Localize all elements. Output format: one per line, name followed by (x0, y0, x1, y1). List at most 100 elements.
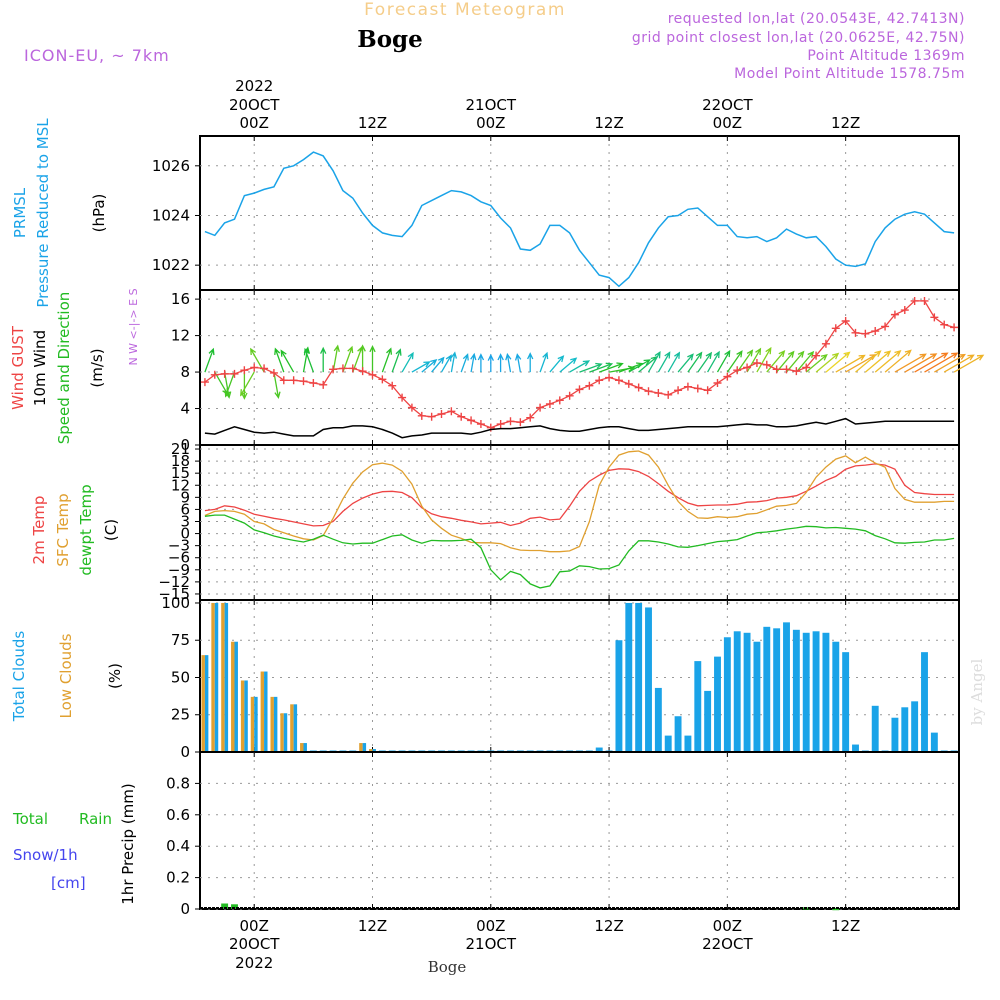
low-cloud-bar (250, 696, 255, 752)
clouds-ytick-label: 75 (171, 631, 190, 649)
time-label-bottom: 20OCT (229, 935, 280, 953)
time-label-bottom: 2022 (235, 954, 273, 972)
total-cloud-bar (773, 628, 781, 752)
gust-marker (407, 403, 416, 412)
total-cloud-bar (783, 622, 790, 752)
gust-markers (200, 296, 959, 432)
wind-arrow (864, 350, 892, 373)
low-cloud-bar (221, 602, 225, 752)
temp-ytick-label: 3 (180, 512, 190, 530)
precip-grid (200, 752, 959, 910)
total-cloud-bar (714, 656, 721, 752)
precip-bars (200, 903, 959, 911)
gust-marker (762, 360, 771, 369)
precip-panel: 0 0.2 0.4 0.6 0.8 Total Rain Snow/1h [cm] 1h… (12, 751, 960, 918)
wind-arrow (598, 362, 624, 373)
rain-bar (832, 908, 840, 911)
time-label-top: 21OCT (466, 96, 517, 114)
wind-ytick-label: 12 (171, 327, 190, 345)
wind-arrow (825, 351, 851, 373)
wind-label-speed-dir: Speed and Direction (55, 292, 73, 445)
temp-ytick-label: −3 (168, 537, 190, 555)
gust-marker (565, 391, 574, 400)
gust-marker (812, 351, 821, 360)
gust-marker (279, 376, 288, 385)
total-cloud-bar (852, 744, 859, 752)
time-label-top: 22OCT (702, 96, 753, 114)
gust-marker (269, 368, 278, 377)
gust-marker (575, 385, 584, 394)
watermark: by Angel (968, 658, 986, 725)
time-label-top: 12Z (358, 114, 387, 132)
wind-arrow (697, 351, 713, 373)
gust-marker (220, 369, 229, 378)
total-cloud-bar (812, 631, 820, 752)
pressure-ytick-label: 1024 (152, 206, 190, 224)
pressure-label-prmsl: PRMSL (11, 187, 29, 238)
gust-marker (743, 363, 752, 372)
temp-ytick-label: −6 (168, 549, 190, 567)
gust-marker (388, 381, 397, 390)
wind-arrow (569, 360, 591, 373)
total-cloud-bar (283, 713, 288, 752)
total-cloud-bar (921, 652, 928, 752)
gust-marker (871, 327, 880, 336)
gust-marker (890, 310, 899, 319)
clouds-ytick-label: 25 (171, 706, 190, 724)
gust-marker (881, 322, 890, 331)
wind-arrow (497, 353, 504, 373)
wind-arrow (628, 359, 651, 373)
temp-ytick-label: −9 (168, 561, 190, 579)
gust-marker (821, 339, 830, 348)
total-cloud-bar (293, 704, 298, 752)
total-cloud-bar (871, 705, 879, 752)
gust-marker (486, 423, 495, 432)
low-cloud-bar (240, 680, 245, 752)
chart-title: Forecast Meteogram (364, 0, 566, 20)
low-cloud-bar (359, 743, 363, 752)
wind-arrow (241, 372, 248, 400)
wind-arrow (431, 356, 445, 373)
dewpt-line (204, 514, 955, 589)
gust-marker (654, 389, 663, 398)
wind-arrow (224, 371, 236, 398)
total-cloud-bar (704, 690, 712, 752)
wind-arrow (505, 352, 512, 373)
wind-arrow (539, 351, 549, 373)
gust-marker (457, 412, 466, 421)
gust-marker (841, 317, 850, 325)
total-cloud-bar (763, 626, 771, 752)
precip-ytick-label: 0.6 (166, 806, 190, 824)
temperature-grid (200, 445, 959, 600)
pressure-frame (199, 135, 960, 291)
total-cloud-bar (362, 743, 367, 752)
wind-arrow (716, 349, 731, 373)
wind-arrow (320, 346, 327, 373)
wind-arrow (874, 350, 902, 373)
wind-unit: (m/s) (88, 348, 106, 387)
wind-arrow (273, 371, 281, 399)
wind-frame (199, 289, 960, 446)
pressure-label-msl: Pressure Reduced to MSL (34, 118, 52, 308)
wind-arrow (855, 350, 882, 373)
gust-marker (831, 324, 840, 333)
wind-arrow (667, 351, 681, 373)
gust-marker (910, 296, 919, 305)
rain-bar (231, 904, 238, 909)
gust-marker (585, 381, 594, 390)
wind-label-gust: Wind GUST (9, 325, 27, 410)
gust-marker (447, 407, 456, 416)
precip-ytick-label: 0.4 (166, 837, 190, 855)
total-cloud-bar (273, 696, 278, 752)
gust-marker (792, 367, 801, 376)
time-label-top: 12Z (831, 114, 860, 132)
gust-marker (398, 393, 407, 402)
total-cloud-bar (842, 652, 850, 752)
location-title: Boge (357, 26, 423, 53)
total-cloud-bar (911, 701, 919, 752)
gust-marker (526, 413, 535, 422)
wind-arrows (204, 344, 985, 400)
total-cloud-bar (372, 749, 376, 752)
gust-marker (516, 418, 525, 427)
